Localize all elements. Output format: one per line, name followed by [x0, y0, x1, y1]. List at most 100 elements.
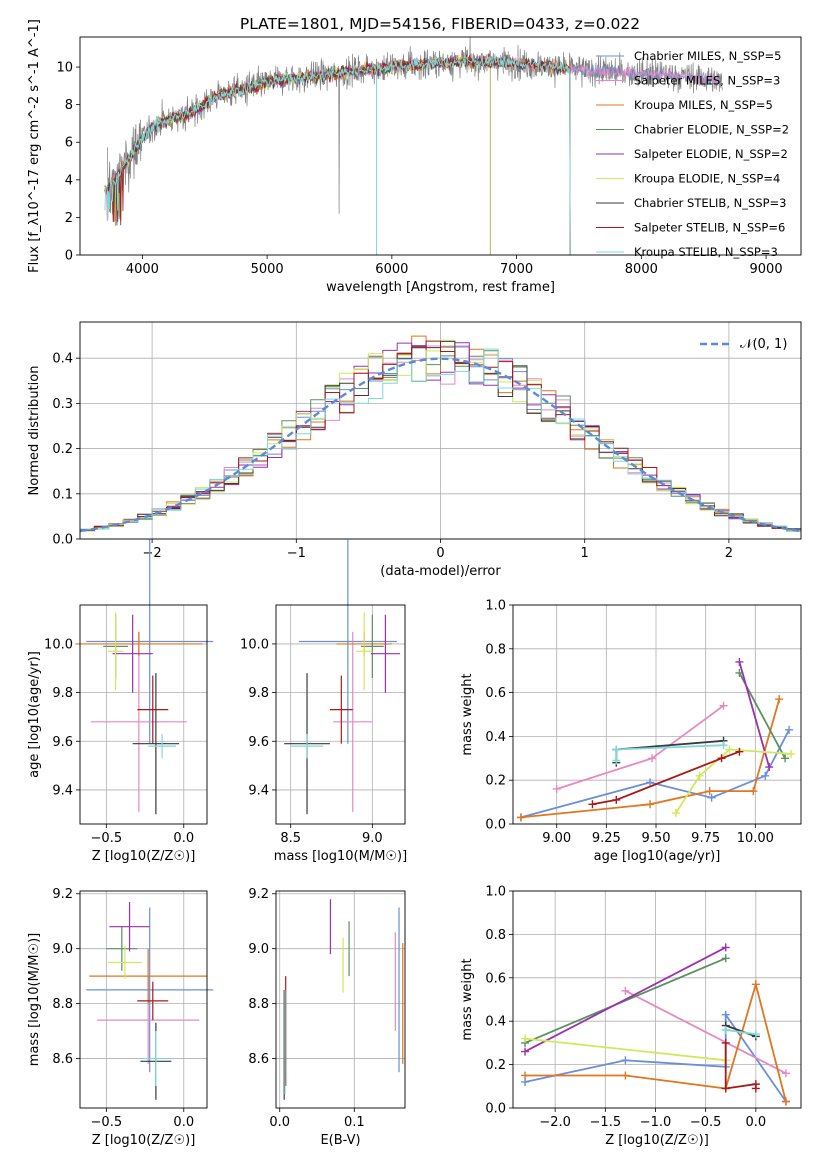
panel-mass-vs-ebv: 0.0 0.1 8.6 8.8 9.0 9.2 E(B-V) [248, 887, 406, 1148]
marker-plus [612, 795, 621, 804]
y-tick-label: 9.2 [52, 887, 73, 902]
marker-plus [751, 980, 760, 989]
y-tick-label: 6 [65, 136, 73, 151]
x-axis-label: age [log10(age/yr)] [594, 849, 721, 864]
marker-plus [735, 747, 744, 756]
y-tick-label: 0.4 [485, 730, 506, 745]
marker-plus [588, 800, 597, 809]
y-tick-label: 0.0 [52, 533, 73, 548]
y-tick-label: 0.8 [485, 642, 506, 657]
marker-plus [646, 778, 655, 787]
y-tick-label: 10 [56, 61, 73, 76]
y-tick-label: 9.2 [248, 887, 269, 902]
axes-frame [512, 604, 802, 825]
marker-plus [785, 725, 794, 734]
y-tick-label: 8.8 [248, 997, 269, 1012]
marker-plus [725, 745, 734, 754]
normal-curve [79, 357, 802, 533]
legend-label: Chabrier MILES, N_SSP=5 [634, 49, 781, 63]
y-tick-label: 0.8 [485, 928, 506, 943]
model-spectrum-kroupa_miles [104, 54, 571, 255]
y-tick-label: 8.8 [52, 997, 73, 1012]
marker-plus [751, 1084, 760, 1093]
axes-frame [79, 604, 208, 825]
y-axis-label: mass [log10(M/M☉)] [27, 933, 42, 1066]
marker-plus [612, 745, 621, 754]
marker-plus [781, 1069, 790, 1078]
y-tick-label: 0.0 [485, 1102, 506, 1117]
x-axis-label: Z [log10(Z/Z☉)] [605, 1133, 709, 1148]
figure-title: PLATE=1801, MJD=54156, FIBERID=0433, z=0… [240, 15, 640, 33]
x-tick-label: 0.1 [344, 1115, 365, 1130]
marker-plus [695, 771, 704, 780]
x-axis-label: E(B-V) [320, 1133, 360, 1148]
x-tick-label: 0.0 [173, 1115, 194, 1130]
y-tick-label: 0.1 [52, 487, 73, 502]
y-tick-label: 10.0 [240, 637, 269, 652]
x-axis-label: Z [log10(Z/Z☉)] [92, 849, 196, 864]
marker-plus [719, 701, 728, 710]
legend-label: Salpeter STELIB, N_SSP=6 [634, 221, 785, 235]
marker-plus [521, 1034, 530, 1043]
legend-label: Salpeter ELODIE, N_SSP=2 [634, 147, 788, 161]
marker-plus [671, 809, 680, 818]
panel-age-vs-mass: 8.5 9.0 9.4 9.6 9.8 10.0 mass [log10(M/M☉)] [240, 539, 407, 864]
x-tick-label: 0 [436, 546, 444, 561]
axes-frame [79, 321, 802, 540]
series-kroupa_elodie [675, 748, 792, 814]
x-tick-label: 8.5 [280, 831, 301, 846]
histogram-chabrier_elodie [80, 350, 801, 532]
marker-plus [648, 754, 657, 763]
x-axis-label: Z [log10(Z/Z☉)] [92, 1133, 196, 1148]
legend-label: Kroupa ELODIE, N_SSP=4 [634, 172, 780, 186]
y-tick-label: 0.3 [52, 397, 73, 412]
y-axis-label: Normed distribution [27, 366, 42, 496]
y-tick-label: 1.0 [485, 599, 506, 614]
y-tick-label: 4 [65, 173, 73, 188]
x-tick-label: 0.0 [173, 831, 194, 846]
x-tick-label: −0.5 [91, 1115, 123, 1130]
y-tick-label: 8.6 [248, 1052, 269, 1067]
y-tick-label: 9.0 [248, 942, 269, 957]
marker-plus [781, 754, 790, 763]
y-tick-label: 9.4 [248, 783, 269, 798]
marker-plus [621, 1056, 630, 1065]
y-tick-label: 9.6 [248, 735, 269, 750]
x-tick-label: 9.00 [542, 831, 571, 846]
marker-plus [646, 800, 655, 809]
marker-plus [721, 943, 730, 952]
axes-frame [512, 890, 802, 1109]
marker-plus [719, 741, 728, 750]
x-tick-label: 9000 [750, 262, 783, 277]
marker-plus [621, 1071, 630, 1080]
marker-plus [721, 1084, 730, 1093]
axes-frame [79, 36, 802, 256]
y-tick-label: 0.6 [485, 971, 506, 986]
marker-plus [721, 1038, 730, 1047]
marker-plus [787, 749, 796, 758]
marker-plus [721, 1025, 730, 1034]
y-tick-label: 2 [65, 211, 73, 226]
marker-plus [516, 813, 525, 822]
x-tick-label: 10.00 [737, 831, 774, 846]
marker-plus [521, 1071, 530, 1080]
marker-plus [781, 1097, 790, 1106]
axes-frame [79, 890, 208, 1109]
marker-plus [765, 763, 774, 772]
model-spectrum-kroupa_stelib [104, 53, 571, 255]
legend-label: Chabrier ELODIE, N_SSP=2 [634, 123, 789, 137]
series-salpeter_elodie [738, 661, 771, 768]
x-tick-label: 8000 [625, 262, 658, 277]
model-spectrum-chabrier_miles [104, 53, 720, 222]
panel-residuals: −2 −1 0 1 2 0.0 0.1 0.2 0.3 0.4 (data-model)/error… [27, 321, 802, 579]
axes-frame [275, 890, 406, 1109]
model-spectrum-salpeter_miles [104, 53, 720, 222]
series-kroupa_elodie [524, 1037, 726, 1062]
x-axis-label: (data-model)/error [380, 564, 501, 579]
x-tick-label: 6000 [375, 262, 408, 277]
series-chabrier_miles [520, 729, 790, 819]
x-tick-label: 9.75 [691, 831, 720, 846]
x-tick-label: 4000 [126, 262, 159, 277]
marker-plus [751, 1030, 760, 1039]
series-salpeter_stelib [592, 750, 740, 806]
